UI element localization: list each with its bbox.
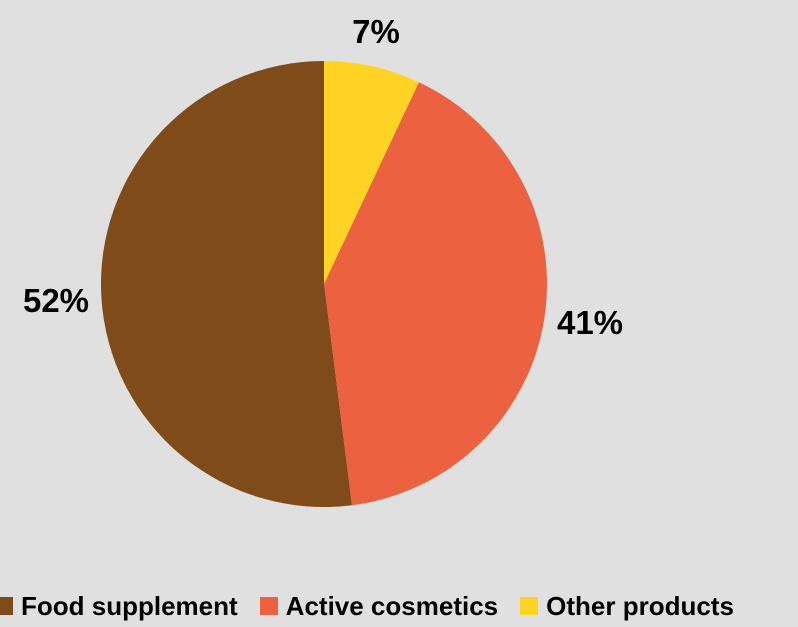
legend-swatch-food-supplement bbox=[0, 597, 13, 615]
legend-label-other-products: Other products bbox=[546, 590, 734, 621]
data-label-other-products: 7% bbox=[352, 13, 400, 50]
data-label-food-supplement: 52% bbox=[23, 282, 89, 319]
pie-slice-food-supplement bbox=[100, 60, 352, 507]
legend-item-active-cosmetics: Active cosmetics bbox=[259, 590, 499, 622]
data-label-active-cosmetics: 41% bbox=[557, 304, 623, 341]
pie-slices bbox=[100, 60, 548, 507]
pie-slice-active-cosmetics bbox=[324, 82, 548, 506]
legend-label-active-cosmetics: Active cosmetics bbox=[285, 590, 499, 621]
pie-data-labels: 52% 41% 7% bbox=[23, 13, 623, 341]
legend-item-food-supplement: Food supplement bbox=[0, 591, 238, 622]
legend-item-other-products: Other products bbox=[520, 591, 734, 622]
legend-swatch-active-cosmetics bbox=[259, 597, 278, 615]
legend-swatch-other-products bbox=[520, 597, 539, 615]
pie-slice-other-products bbox=[324, 61, 419, 284]
legend-label-food-supplement: Food supplement bbox=[21, 590, 238, 621]
chart-legend: Food supplement Active cosmetics Other p… bbox=[0, 588, 756, 624]
